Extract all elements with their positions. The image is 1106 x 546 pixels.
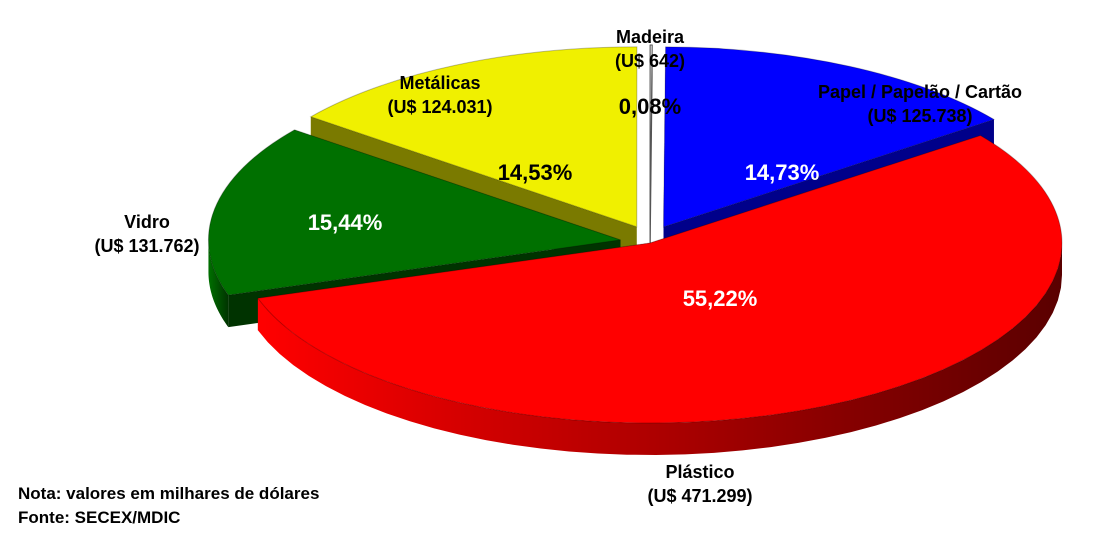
- slice-papel: [663, 46, 996, 228]
- slice-plastico: [256, 134, 1063, 424]
- source-text: Fonte: SECEX/MDIC: [18, 508, 181, 527]
- pct-label-papel: 14,73%: [745, 160, 820, 185]
- name-label-madeira: Madeira: [616, 27, 685, 47]
- pct-label-vidro: 15,44%: [308, 210, 383, 235]
- name-label-plastico: Plástico: [665, 462, 734, 482]
- slice-side-plastico: [257, 243, 1063, 455]
- pct-label-metalicas: 14,53%: [498, 160, 573, 185]
- value-label-metalicas: (U$ 124.031): [387, 97, 492, 117]
- slice-vidro: [207, 129, 621, 296]
- name-label-vidro: Vidro: [124, 212, 170, 232]
- value-label-vidro: (U$ 131.762): [94, 236, 199, 256]
- name-label-papel: Papel / Papelão / Cartão: [818, 82, 1022, 102]
- note-text: Nota: valores em milhares de dólares: [18, 484, 320, 503]
- pct-label-madeira: 0,08%: [619, 94, 681, 119]
- slice-madeira: [649, 44, 653, 226]
- slice-metalicas: [309, 46, 638, 228]
- value-label-plastico: (U$ 471.299): [647, 486, 752, 506]
- value-label-papel: (U$ 125.738): [867, 106, 972, 126]
- name-label-metalicas: Metálicas: [399, 73, 480, 93]
- slice-side-vidro: [208, 239, 229, 328]
- value-label-madeira: (U$ 642): [615, 51, 685, 71]
- pct-label-plastico: 55,22%: [683, 286, 758, 311]
